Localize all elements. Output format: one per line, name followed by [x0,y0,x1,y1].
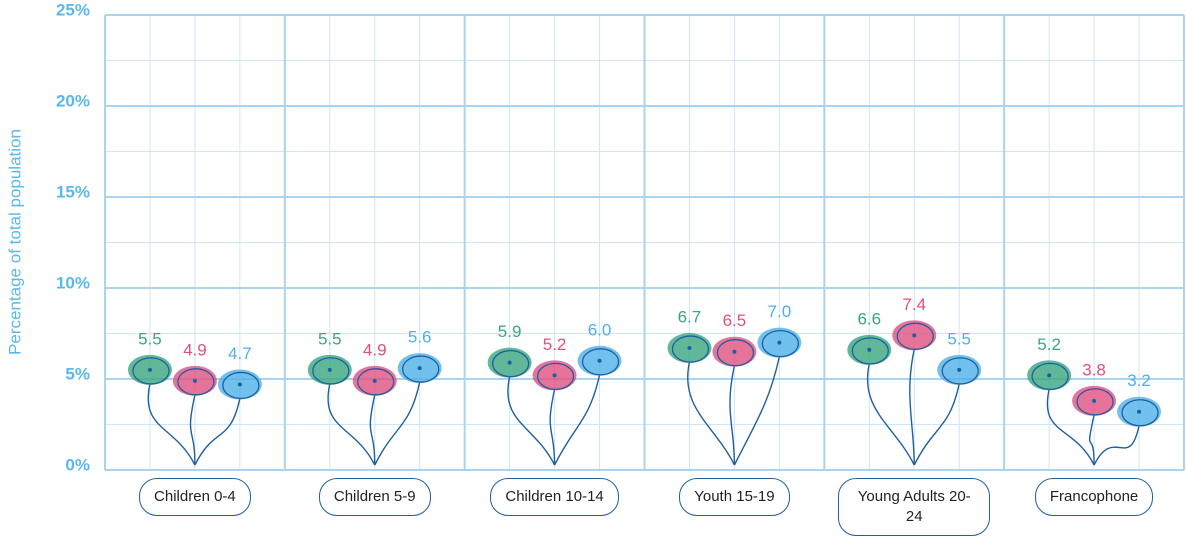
data-label: 5.2 [1037,335,1061,354]
balloon-string [866,363,915,466]
balloon-dot [867,347,872,352]
balloon-dot [1047,373,1052,378]
balloon-string [549,389,556,466]
balloon-string [369,394,376,466]
balloon-outline [896,322,934,350]
balloon-dot [417,366,422,371]
category-box: Youth 15-19 [645,478,825,550]
balloon-outline [1031,362,1069,391]
balloon-outline [491,349,530,378]
balloon-outline [1076,388,1114,416]
balloon-string [733,356,781,466]
balloon-outline [581,348,620,376]
balloon-dot [327,367,332,372]
balloon-dot [957,367,962,372]
data-label: 6.7 [678,308,702,327]
balloon-string [507,376,556,466]
balloon-dot [192,378,197,383]
y-tick-label: 0% [65,455,90,474]
balloon-outline [941,357,979,385]
balloon-outline [402,355,440,383]
balloon-outline [761,329,800,358]
balloon-outline [536,362,575,391]
balloon-string [147,383,196,466]
category-box: Children 10-14 [465,478,645,550]
data-label: 5.9 [498,322,522,341]
balloon-outline [222,371,260,400]
balloon-string [1093,425,1140,466]
balloon-outline [716,339,755,367]
balloon-outline [312,357,350,385]
balloon-dot [687,346,692,351]
data-label: 7.0 [768,302,792,321]
category-box-wrap: Children 0-4 [105,478,285,550]
balloon-outline [357,368,395,396]
data-label: 5.2 [543,335,567,354]
data-label: 3.2 [1127,371,1151,390]
category-box-wrap: Youth 15-19 [645,478,825,550]
balloon-string [913,383,960,466]
data-label: 5.5 [947,329,971,348]
balloon-dot [507,360,512,365]
data-label: 4.7 [228,344,252,363]
data-label: 5.5 [318,329,342,348]
balloon-outline [851,337,889,365]
category-box-wrap: Children 5-9 [285,478,465,550]
balloon-string [374,381,421,466]
category-box: Children 5-9 [285,478,465,550]
category-box: Francophone [1004,478,1184,550]
data-label: 3.8 [1082,360,1106,379]
data-label: 6.0 [588,320,612,339]
x-tick-label: Francophone [1034,478,1154,516]
balloon-outline [132,357,170,385]
balloon-dot [732,349,737,354]
balloon-dot [237,382,242,387]
balloon-string [189,394,196,466]
balloon-dot [1092,398,1097,403]
balloon-dot [597,358,602,363]
balloon-dot [552,373,557,378]
x-tick-label: Children 10-14 [490,478,619,516]
x-tick-label: Young Adults 20-24 [838,478,991,536]
x-tick-label: Youth 15-19 [679,478,790,516]
category-box-wrap: Francophone [1004,478,1184,550]
balloon-string [729,365,736,466]
data-label: 5.6 [408,328,432,347]
y-tick-label: 25% [56,0,90,19]
y-axis-label: Percentage of total population [5,129,24,355]
balloon-string [553,374,601,466]
balloon-string [909,349,915,466]
balloon-string [1088,414,1095,466]
category-box-wrap: Young Adults 20-24 [824,478,1004,550]
balloon-string [687,361,736,466]
category-box: Children 0-4 [105,478,285,550]
data-label: 5.5 [138,329,162,348]
data-label: 6.6 [857,309,881,328]
y-tick-label: 20% [56,91,90,110]
data-label: 4.9 [183,340,207,359]
balloon-outline [671,335,710,363]
grid [104,14,1185,471]
balloon-string [327,383,376,466]
balloon-string [1046,389,1095,466]
balloon-dot [372,378,377,383]
y-tick-label: 10% [56,273,90,292]
category-box: Young Adults 20-24 [824,478,1004,550]
y-tick-label: 15% [56,182,90,201]
data-label: 4.9 [363,340,387,359]
x-tick-label: Children 0-4 [139,478,251,516]
balloon-dot [912,333,917,338]
balloon-outline [177,368,215,396]
x-tick-label: Children 5-9 [318,478,431,516]
balloon-outline [1121,399,1159,427]
balloon-dot [1137,409,1142,414]
category-box-wrap: Children 10-14 [465,478,645,550]
data-label: 7.4 [902,295,926,314]
balloon-dot [147,367,152,372]
balloon-string [194,398,241,466]
y-tick-label: 5% [65,364,90,383]
balloon-dot [777,340,782,345]
data-label: 6.5 [723,311,747,330]
